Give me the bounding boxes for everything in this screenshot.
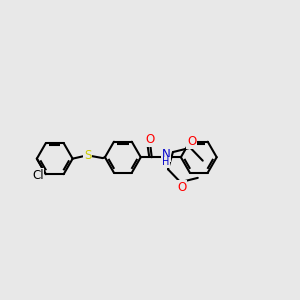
Text: N: N [161, 148, 170, 161]
Text: O: O [146, 134, 155, 146]
Text: O: O [177, 182, 187, 194]
Text: S: S [84, 149, 91, 162]
Text: Cl: Cl [32, 169, 44, 182]
Text: H: H [162, 158, 169, 167]
Text: O: O [187, 136, 196, 148]
